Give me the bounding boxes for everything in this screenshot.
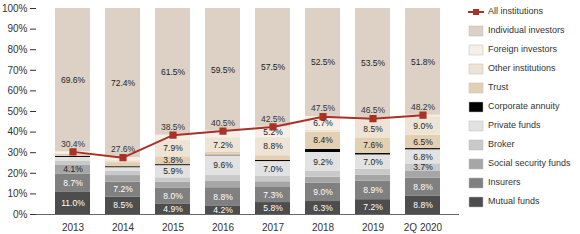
svg-text:8.8%: 8.8% — [413, 182, 433, 192]
svg-text:8.7%: 8.7% — [63, 178, 83, 188]
svg-text:60%: 60% — [7, 85, 27, 96]
html-text:Trust: Trust — [488, 81, 509, 92]
html-text:Private funds: Private funds — [488, 119, 541, 130]
svg-text:80%: 80% — [7, 44, 27, 55]
svg-text:7.0%: 7.0% — [363, 157, 383, 167]
svg-text:48.2%: 48.2% — [411, 102, 436, 112]
svg-text:8.5%: 8.5% — [363, 124, 383, 134]
svg-text:51.8%: 51.8% — [411, 57, 436, 67]
svg-text:47.5%: 47.5% — [311, 103, 336, 113]
svg-text:6.8%: 6.8% — [413, 152, 433, 162]
svg-text:9.2%: 9.2% — [313, 157, 333, 167]
html-text:Individual investors: Individual investors — [488, 24, 565, 35]
svg-text:8.8%: 8.8% — [263, 141, 283, 151]
svg-text:8.9%: 8.9% — [363, 185, 383, 195]
svg-text:10%: 10% — [7, 188, 27, 199]
svg-text:40%: 40% — [7, 126, 27, 137]
html-text:Social security funds: Social security funds — [488, 157, 571, 168]
svg-text:2014: 2014 — [112, 222, 135, 233]
svg-text:27.6%: 27.6% — [111, 144, 136, 154]
html-text:Broker: Broker — [488, 138, 515, 149]
svg-text:7.2%: 7.2% — [363, 202, 383, 212]
svg-text:6.7%: 6.7% — [313, 118, 333, 129]
svg-text:40.5%: 40.5% — [211, 118, 236, 128]
svg-text:2017: 2017 — [262, 222, 285, 233]
svg-text:69.6%: 69.6% — [61, 75, 86, 85]
svg-text:46.5%: 46.5% — [361, 105, 386, 115]
svg-text:11.0%: 11.0% — [61, 198, 85, 208]
svg-text:8.5%: 8.5% — [113, 200, 133, 210]
svg-text:8.8%: 8.8% — [213, 192, 233, 202]
svg-text:4.9%: 4.9% — [163, 204, 183, 214]
svg-text:2015: 2015 — [162, 222, 185, 233]
svg-text:7.0%: 7.0% — [263, 163, 283, 173]
svg-text:20%: 20% — [7, 168, 27, 179]
html-text:All institutions: All institutions — [488, 5, 543, 16]
svg-text:100%: 100% — [2, 3, 28, 14]
svg-text:30%: 30% — [7, 147, 27, 158]
html-text:Insurers: Insurers — [488, 176, 521, 187]
svg-text:0%: 0% — [13, 209, 28, 220]
svg-text:3.8%: 3.8% — [163, 155, 183, 165]
svg-text:6.3%: 6.3% — [313, 203, 333, 213]
svg-text:61.5%: 61.5% — [161, 67, 186, 77]
svg-text:2013: 2013 — [62, 222, 85, 233]
svg-text:52.5%: 52.5% — [311, 57, 336, 67]
svg-text:5.9%: 5.9% — [163, 166, 183, 176]
html-text:Corporate annuity: Corporate annuity — [488, 100, 560, 111]
svg-text:2018: 2018 — [312, 222, 335, 233]
svg-text:50%: 50% — [7, 106, 27, 117]
svg-text:57.5%: 57.5% — [261, 62, 286, 72]
svg-text:9.0%: 9.0% — [413, 121, 433, 131]
html-text:Other institutions: Other institutions — [488, 62, 556, 73]
svg-text:72.4%: 72.4% — [111, 78, 136, 88]
svg-text:7.2%: 7.2% — [213, 140, 233, 150]
svg-text:5.8%: 5.8% — [263, 203, 283, 213]
html-text:Foreign investors: Foreign investors — [488, 43, 557, 54]
svg-text:3.7%: 3.7% — [413, 162, 433, 172]
svg-text:90%: 90% — [7, 23, 27, 34]
svg-text:8.0%: 8.0% — [163, 191, 183, 201]
svg-text:59.5%: 59.5% — [211, 65, 236, 75]
svg-text:5.2%: 5.2% — [263, 127, 283, 137]
svg-text:7.6%: 7.6% — [363, 140, 383, 150]
svg-text:9.0%: 9.0% — [313, 187, 333, 197]
svg-text:53.5%: 53.5% — [361, 58, 386, 68]
svg-text:2019: 2019 — [362, 222, 385, 233]
html-text:Mutual funds: Mutual funds — [488, 195, 540, 206]
svg-text:30.4%: 30.4% — [61, 139, 86, 149]
svg-text:7.3%: 7.3% — [263, 190, 283, 200]
svg-text:7.9%: 7.9% — [163, 143, 183, 153]
svg-text:38.5%: 38.5% — [161, 122, 186, 132]
svg-text:9.6%: 9.6% — [213, 160, 233, 170]
svg-text:2016: 2016 — [212, 222, 235, 233]
svg-text:2Q 2020: 2Q 2020 — [404, 222, 443, 233]
svg-text:4.2%: 4.2% — [213, 205, 233, 215]
svg-text:7.2%: 7.2% — [113, 184, 133, 194]
svg-text:8.4%: 8.4% — [313, 135, 333, 145]
svg-text:70%: 70% — [7, 65, 27, 76]
svg-text:42.5%: 42.5% — [261, 114, 286, 124]
svg-text:8.8%: 8.8% — [413, 200, 433, 210]
svg-text:4.1%: 4.1% — [63, 164, 83, 174]
svg-text:6.5%: 6.5% — [413, 137, 433, 147]
